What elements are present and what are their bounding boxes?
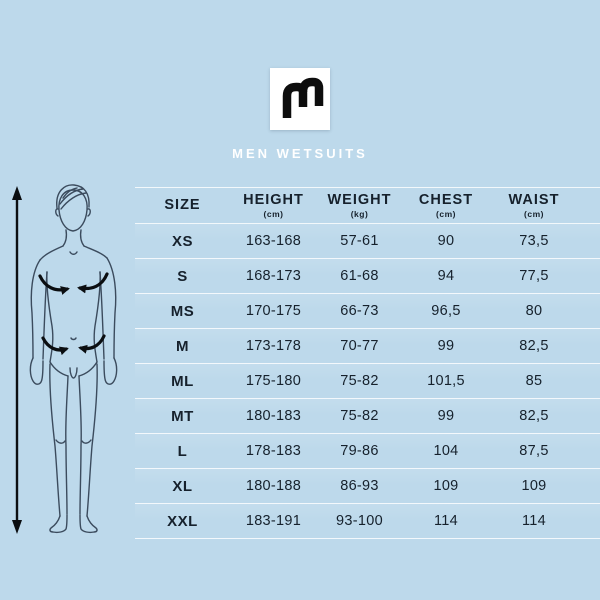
- waist-cell: 109: [521, 478, 547, 494]
- size-cell: MT: [171, 407, 194, 425]
- page-title: MEN WETSUITS: [232, 146, 368, 161]
- weight-cell: 66-73: [340, 303, 379, 319]
- weight-cell: 75-82: [340, 373, 379, 389]
- brand-logo: [270, 68, 330, 130]
- chest-cell: 99: [437, 338, 455, 354]
- waist-cell: 80: [525, 303, 543, 319]
- column-header-height: HEIGHT (cm): [230, 193, 317, 218]
- height-cell: 173-178: [245, 338, 302, 354]
- table-row: M 173-178 70-77 99 82,5: [135, 329, 600, 364]
- waist-cell: 82,5: [519, 338, 549, 354]
- height-cell: 175-180: [245, 373, 302, 389]
- table-row: XL 180-188 86-93 109 109: [135, 469, 600, 504]
- chest-cell: 109: [433, 478, 459, 494]
- table-row: XXL 183-191 93-100 114 114: [135, 504, 600, 539]
- measurement-figure: [0, 178, 140, 543]
- chest-measure-arrows-icon: [38, 272, 109, 295]
- column-label: SIZE: [164, 197, 201, 214]
- table-row: ML 175-180 75-82 101,5 85: [135, 364, 600, 399]
- weight-cell: 57-61: [340, 233, 379, 249]
- height-double-arrow-icon: [12, 186, 22, 534]
- chest-cell: 101,5: [427, 373, 465, 389]
- size-cell: XXL: [167, 512, 198, 530]
- column-label: CHEST: [418, 192, 474, 208]
- waist-cell: 114: [521, 513, 547, 529]
- size-cell: L: [177, 442, 188, 460]
- chest-cell: 104: [433, 443, 459, 459]
- size-cell: M: [176, 337, 189, 355]
- size-cell: MS: [170, 302, 195, 320]
- table-row: MS 170-175 66-73 96,5 80: [135, 294, 600, 329]
- table-row: S 168-173 61-68 94 77,5: [135, 259, 600, 294]
- height-cell: 180-188: [245, 478, 302, 494]
- chest-cell: 94: [437, 268, 455, 284]
- column-header-size: SIZE: [135, 198, 230, 213]
- size-cell: XL: [172, 477, 193, 495]
- table-row: XS 163-168 57-61 90 73,5: [135, 224, 600, 259]
- column-label: WEIGHT: [327, 192, 392, 208]
- weight-cell: 86-93: [340, 478, 379, 494]
- size-cell: XS: [171, 232, 193, 250]
- column-header-waist: WAIST (cm): [490, 193, 578, 218]
- column-unit: (kg): [350, 208, 369, 219]
- height-cell: 178-183: [245, 443, 302, 459]
- waist-cell: 87,5: [519, 443, 549, 459]
- size-table: SIZE HEIGHT (cm) WEIGHT (kg) CHEST (cm) WAIST (c…: [135, 187, 600, 539]
- chest-cell: 99: [437, 408, 455, 424]
- column-unit: (cm): [436, 208, 456, 219]
- waist-cell: 85: [525, 373, 543, 389]
- size-cell: S: [177, 267, 188, 285]
- waist-measure-arrows-icon: [41, 334, 106, 356]
- chest-cell: 96,5: [431, 303, 461, 319]
- waist-cell: 82,5: [519, 408, 549, 424]
- weight-cell: 79-86: [340, 443, 379, 459]
- height-cell: 168-173: [245, 268, 302, 284]
- male-body-outline: [29, 184, 118, 534]
- height-cell: 180-183: [245, 408, 302, 424]
- table-row: MT 180-183 75-82 99 82,5: [135, 399, 600, 434]
- column-label: WAIST: [508, 192, 560, 208]
- weight-cell: 75-82: [340, 408, 379, 424]
- table-header-row: SIZE HEIGHT (cm) WEIGHT (kg) CHEST (cm) WAIST (c…: [135, 187, 600, 224]
- waist-cell: 73,5: [519, 233, 549, 249]
- table-row: L 178-183 79-86 104 87,5: [135, 434, 600, 469]
- weight-cell: 70-77: [340, 338, 379, 354]
- height-cell: 163-168: [245, 233, 302, 249]
- height-cell: 183-191: [245, 513, 302, 529]
- column-unit: (cm): [263, 208, 284, 219]
- table-body: XS 163-168 57-61 90 73,5 S 168-173 61-68 94 77,5 M…: [135, 224, 600, 539]
- column-unit: (cm): [524, 208, 544, 219]
- size-cell: ML: [171, 372, 194, 390]
- column-label: HEIGHT: [243, 192, 304, 208]
- chest-cell: 114: [433, 513, 459, 529]
- mystic-m-logo-icon: [282, 77, 324, 118]
- chest-cell: 90: [437, 233, 455, 249]
- weight-cell: 61-68: [340, 268, 379, 284]
- height-cell: 170-175: [245, 303, 302, 319]
- weight-cell: 93-100: [336, 513, 383, 529]
- waist-cell: 77,5: [519, 268, 549, 284]
- column-header-weight: WEIGHT (kg): [317, 193, 402, 218]
- column-header-chest: CHEST (cm): [402, 193, 490, 218]
